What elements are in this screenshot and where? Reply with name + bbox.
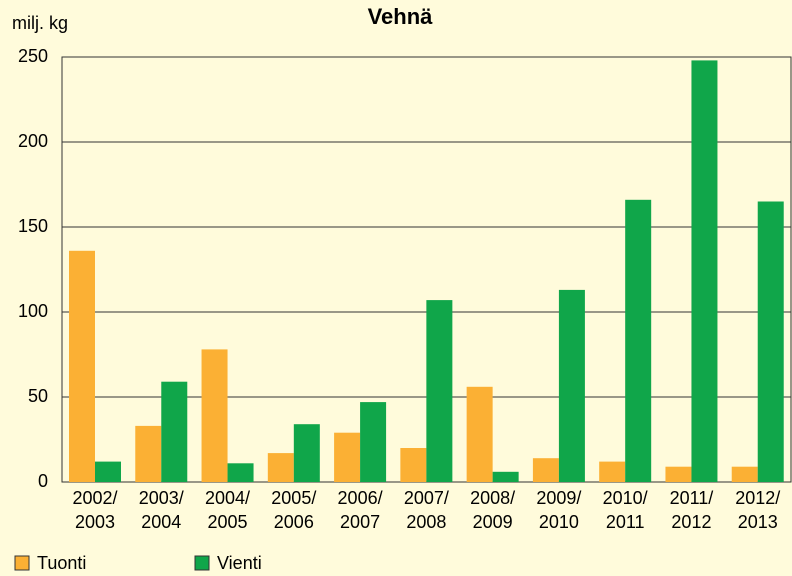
y-tick-label: 250	[18, 46, 48, 66]
bar	[731, 466, 758, 482]
bar	[334, 432, 361, 482]
y-tick-label: 150	[18, 216, 48, 236]
bar	[161, 381, 188, 482]
chart-title: Vehnä	[368, 4, 434, 29]
bar	[400, 448, 427, 482]
x-tick-label: 2012/ 2013	[735, 488, 781, 532]
y-tick-label: 0	[38, 471, 48, 491]
x-tick-label: 2010/ 2011	[602, 488, 648, 532]
y-axis-label: milj. kg	[12, 13, 68, 33]
legend-swatch	[194, 555, 210, 571]
bar	[625, 199, 652, 483]
x-tick-label: 2011/ 2012	[669, 488, 714, 532]
bar	[293, 424, 320, 482]
bar	[599, 461, 626, 482]
y-tick-label: 200	[18, 131, 48, 151]
legend-label: Tuonti	[37, 553, 86, 573]
bar	[558, 289, 585, 482]
bar	[267, 453, 294, 482]
legend-swatch	[14, 555, 30, 571]
bar	[532, 458, 559, 482]
x-tick-label: 2002/ 2003	[72, 488, 118, 532]
bar	[227, 463, 254, 482]
bar	[691, 60, 718, 483]
x-tick-label: 2006/ 2007	[337, 488, 383, 532]
x-tick-label: 2004/ 2005	[205, 488, 251, 532]
y-tick-label: 50	[28, 386, 48, 406]
legend-label: Vienti	[217, 553, 262, 573]
bar	[201, 349, 228, 482]
x-tick-label: 2007/ 2008	[403, 488, 449, 532]
bar	[426, 300, 453, 482]
bar	[135, 425, 162, 482]
bar	[492, 471, 519, 482]
bar	[665, 466, 692, 482]
bar	[757, 201, 784, 482]
x-tick-label: 2005/ 2006	[271, 488, 317, 532]
bar	[95, 461, 121, 482]
y-tick-label: 100	[18, 301, 48, 321]
x-tick-label: 2008/ 2009	[470, 488, 516, 532]
x-tick-label: 2003/ 2004	[138, 488, 184, 532]
bar	[466, 386, 493, 482]
bar	[360, 402, 387, 482]
bar	[69, 250, 95, 482]
x-tick-label: 2009/ 2010	[536, 488, 582, 532]
